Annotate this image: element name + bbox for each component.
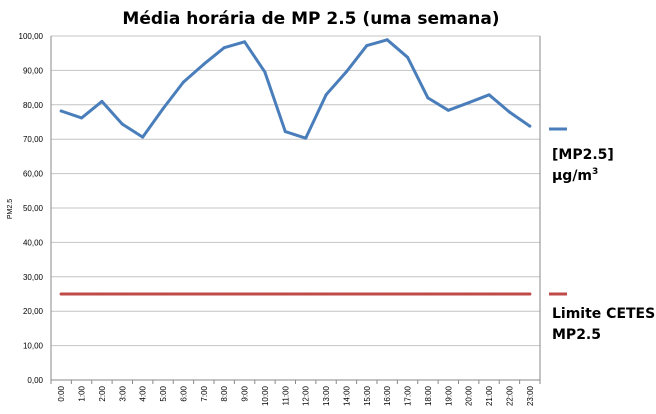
data-point [263, 292, 267, 296]
data-point [181, 80, 185, 84]
data-point [324, 292, 328, 296]
gridlines [50, 35, 541, 384]
legend-label: Limite CETESB [552, 306, 656, 322]
y-tick-label: 70,00 [23, 135, 44, 144]
data-point [344, 70, 348, 74]
data-point [487, 93, 491, 97]
x-tick-label: 12:00 [302, 385, 311, 406]
data-point [243, 40, 247, 44]
data-point [426, 292, 430, 296]
data-point [365, 292, 369, 296]
x-tick-label: 5:00 [159, 385, 168, 401]
x-tick-label: 16:00 [383, 385, 392, 406]
data-point [446, 292, 450, 296]
data-point [487, 292, 491, 296]
x-tick-label: 23:00 [526, 385, 535, 406]
data-point [59, 109, 63, 113]
data-point [80, 292, 84, 296]
y-tick-label: 100,00 [19, 32, 44, 41]
data-point [528, 124, 532, 128]
data-point [324, 93, 328, 97]
data-point [222, 292, 226, 296]
chart-title: Média horária de MP 2.5 (uma semana) [122, 9, 499, 29]
data-point [181, 292, 185, 296]
y-tick-label: 40,00 [23, 238, 44, 247]
data-point [100, 292, 104, 296]
data-point [528, 292, 532, 296]
data-point [406, 55, 410, 59]
y-tick-label: 80,00 [23, 101, 44, 110]
x-tick-label: 7:00 [200, 385, 209, 401]
legend-superscript: 3 [592, 167, 598, 177]
x-tick-label: 1:00 [78, 385, 87, 401]
data-point [304, 136, 308, 140]
data-point [263, 70, 267, 74]
data-point [161, 292, 165, 296]
data-point [243, 292, 247, 296]
data-point [202, 62, 206, 66]
y-tick-label: 0,00 [27, 376, 43, 385]
y-axis-label: PM2.5 [7, 199, 14, 219]
data-point [507, 110, 511, 114]
data-point [100, 99, 104, 103]
y-tick-label: 90,00 [23, 66, 44, 75]
x-tick-label: 9:00 [241, 385, 250, 401]
y-tick-label: 60,00 [23, 170, 44, 179]
data-point [141, 135, 145, 139]
data-point [283, 292, 287, 296]
x-tick-label: 21:00 [485, 385, 494, 406]
data-point [385, 292, 389, 296]
x-tick-label: 10:00 [261, 385, 270, 406]
legend-label: MP2.5 [552, 327, 601, 343]
x-tick-label: 15:00 [363, 385, 372, 406]
x-tick-labels: 0:00 1:00 2:00 3:00 4:00 5:00 6:00 7:00 8:00 9:00… [57, 385, 535, 406]
x-tick-label: 3:00 [118, 385, 127, 401]
data-point [365, 44, 369, 48]
data-point [202, 292, 206, 296]
legend-label: µg/m3 [552, 167, 598, 184]
data-point [283, 130, 287, 134]
y-tick-label: 50,00 [23, 204, 44, 213]
x-tick-label: 22:00 [505, 385, 514, 406]
data-point [344, 292, 348, 296]
x-tick-label: 0:00 [57, 385, 66, 401]
data-point [446, 108, 450, 112]
data-point [304, 292, 308, 296]
data-point [467, 292, 471, 296]
x-tick-label: 20:00 [465, 385, 474, 406]
legend-label: [MP2.5] [552, 147, 614, 163]
data-point [507, 292, 511, 296]
y-tick-labels: 0,00 10,00 20,00 30,00 40,00 50,00 60,00 70,00 8… [19, 32, 44, 385]
legend: [MP2.5] µg/m3 Limite CETESB MP2.5 [549, 127, 656, 343]
data-point [406, 292, 410, 296]
data-point [467, 101, 471, 105]
data-point [161, 107, 165, 111]
data-point [80, 116, 84, 120]
series-lines [59, 38, 532, 296]
x-tick-label: 18:00 [424, 385, 433, 406]
data-point [222, 46, 226, 50]
data-point [120, 292, 124, 296]
y-tick-label: 10,00 [23, 342, 44, 351]
data-point [59, 292, 63, 296]
x-tick-label: 13:00 [322, 385, 331, 406]
x-tick-label: 2:00 [98, 385, 107, 401]
series-line [59, 38, 532, 140]
y-tick-label: 20,00 [23, 307, 44, 316]
data-point [426, 96, 430, 100]
x-tick-label: 4:00 [139, 385, 148, 401]
x-tick-label: 11:00 [281, 385, 290, 405]
x-tick-label: 19:00 [444, 385, 453, 406]
x-tick-label: 8:00 [220, 385, 229, 401]
y-tick-label: 30,00 [23, 273, 44, 282]
x-tick-label: 6:00 [179, 385, 188, 401]
data-point [385, 38, 389, 42]
data-point [141, 292, 145, 296]
data-point [120, 122, 124, 126]
x-tick-label: 17:00 [404, 385, 413, 406]
x-tick-label: 14:00 [342, 385, 351, 406]
